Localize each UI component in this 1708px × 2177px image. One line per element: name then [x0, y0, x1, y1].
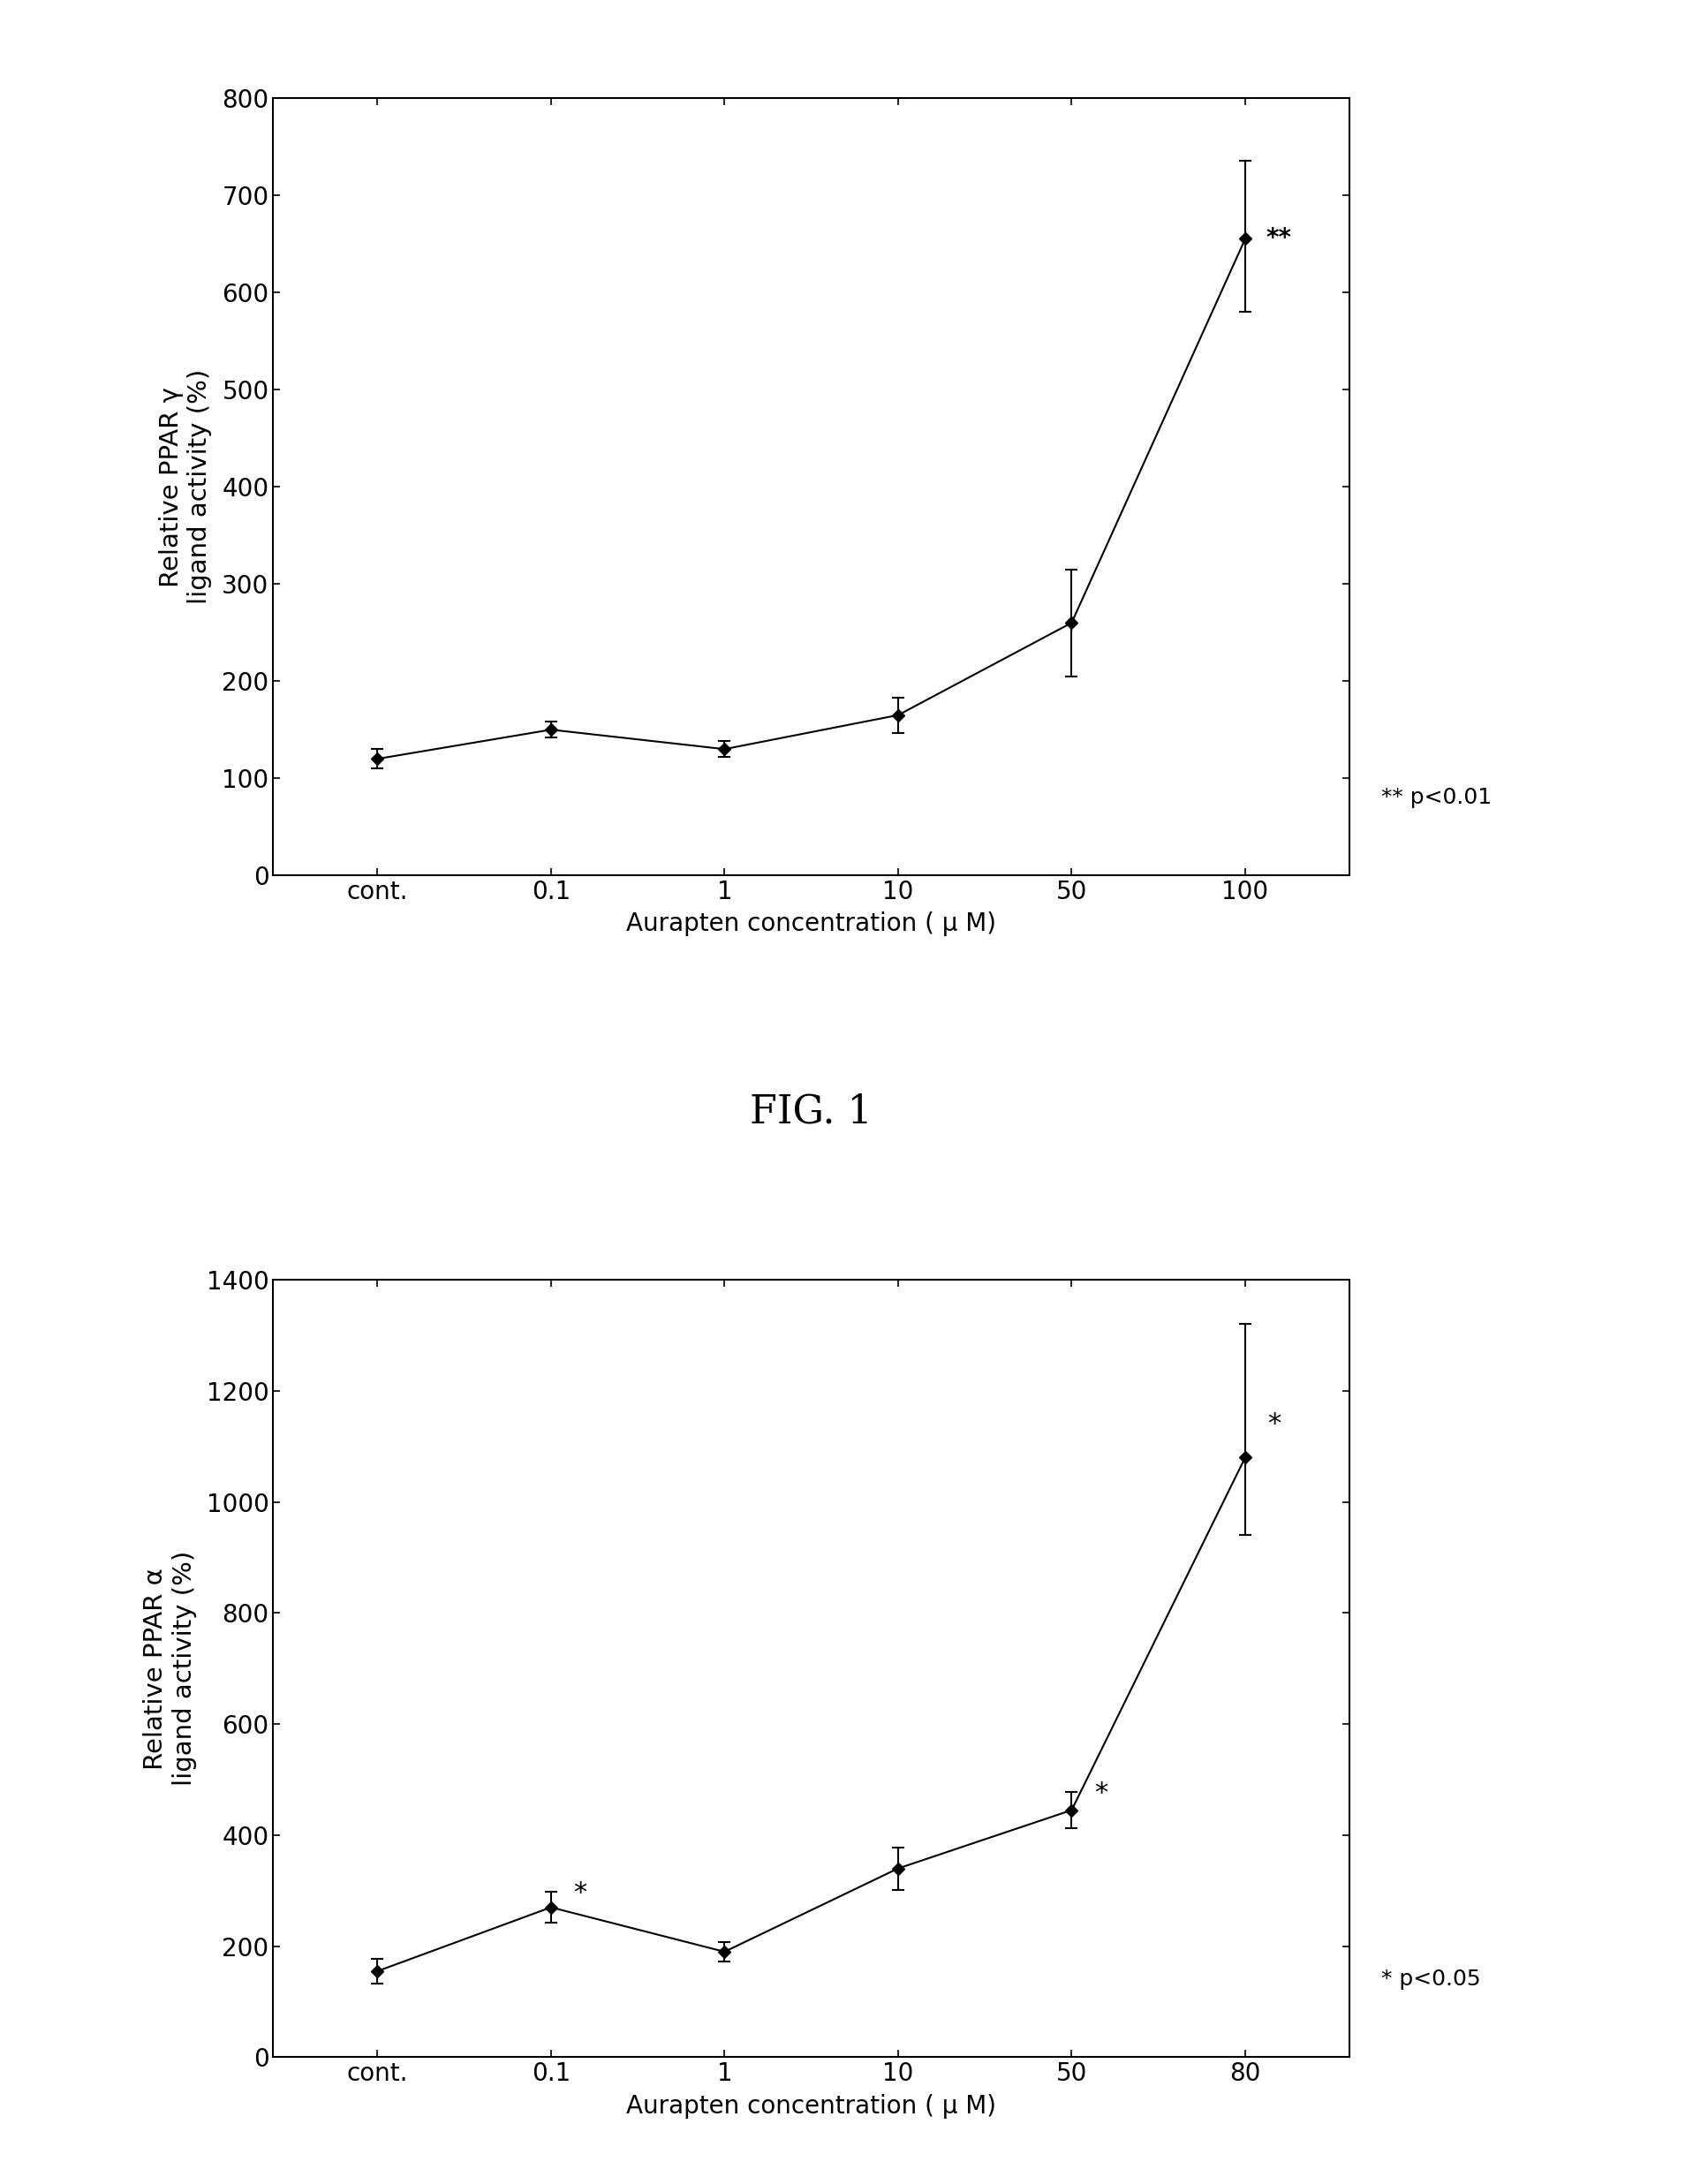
Text: **: **	[1266, 226, 1291, 250]
X-axis label: Aurapten concentration ( μ M): Aurapten concentration ( μ M)	[627, 912, 996, 936]
Text: *: *	[1267, 1411, 1281, 1437]
X-axis label: Aurapten concentration ( μ M): Aurapten concentration ( μ M)	[627, 2094, 996, 2118]
Text: ** p<0.01: ** p<0.01	[1382, 788, 1493, 808]
Text: *: *	[1095, 1781, 1108, 1807]
Text: FIG. 1: FIG. 1	[750, 1093, 873, 1132]
Y-axis label: Relative PPAR α
ligand activity (%): Relative PPAR α ligand activity (%)	[143, 1550, 196, 1785]
Text: * p<0.05: * p<0.05	[1382, 1968, 1481, 1990]
Text: *: *	[574, 1881, 588, 1907]
Y-axis label: Relative PPAR γ
ligand activity (%): Relative PPAR γ ligand activity (%)	[159, 370, 212, 605]
